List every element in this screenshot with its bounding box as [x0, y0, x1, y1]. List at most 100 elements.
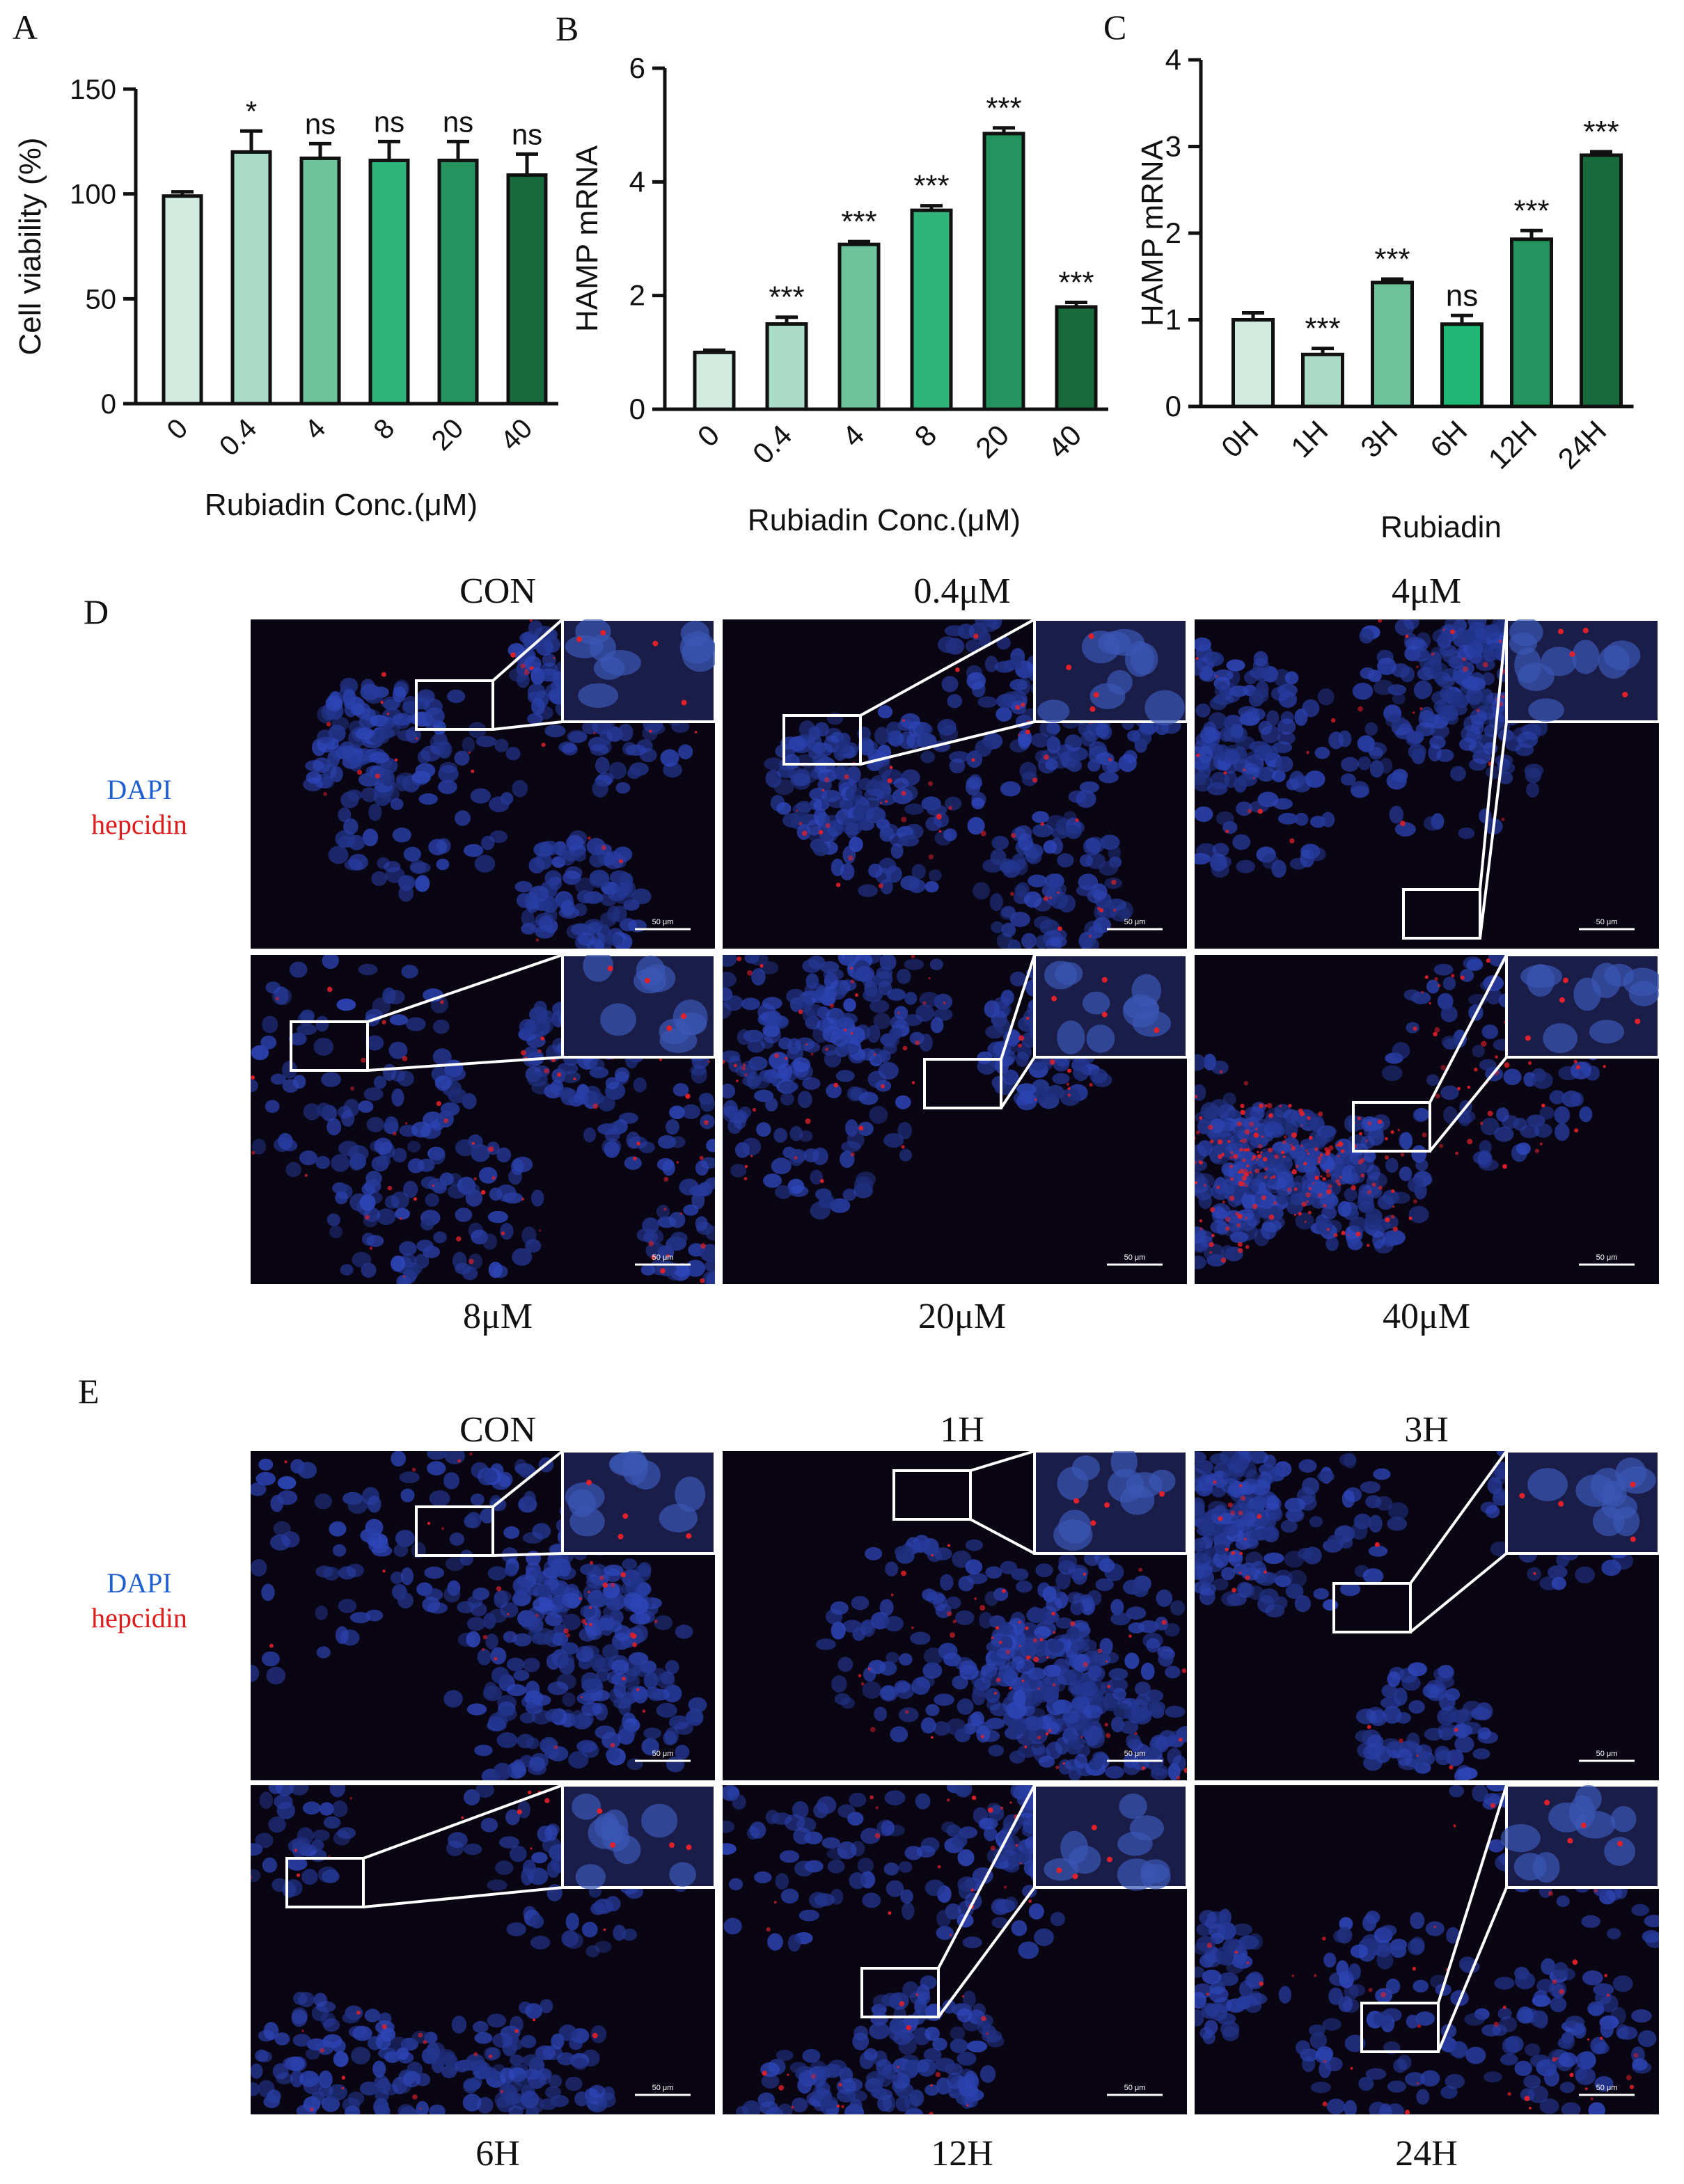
hepcidin-layer — [269, 1452, 658, 1750]
label-d-40um: 40μM — [1382, 1297, 1471, 1336]
scale-bar-label: 50 μm — [1596, 2084, 1618, 2092]
x-tick-label: 12H — [1482, 414, 1543, 475]
micrograph-panel: 50 μm — [1195, 619, 1659, 949]
legend-d: DAPI hepcidin — [56, 773, 223, 842]
bar-1H — [1301, 352, 1344, 409]
selection-box — [1352, 1101, 1431, 1153]
x-tick-label: 6H — [1424, 414, 1473, 464]
bar-0H — [1231, 318, 1275, 409]
zoom-connector — [492, 720, 563, 731]
scale-bar-label: 50 μm — [1596, 918, 1618, 926]
significance-label: ns — [1446, 278, 1478, 312]
x-tick-label: 0.4 — [746, 418, 798, 470]
x-tick-label: 24H — [1552, 414, 1613, 475]
micrograph-panel: 50 μm — [723, 955, 1187, 1284]
label-e-3h: 3H — [1404, 1410, 1449, 1450]
zoom-connector — [363, 1785, 563, 1860]
bar-8 — [368, 158, 410, 406]
micrograph-panel: 50 μm — [723, 619, 1187, 949]
selection-box — [923, 1058, 1002, 1109]
zoom-connector — [937, 1785, 1036, 1969]
bar-4 — [837, 242, 881, 411]
label-d-8um: 8μM — [462, 1297, 533, 1336]
zoom-connector — [1429, 955, 1508, 1103]
y-tick-label: 2 — [629, 279, 645, 312]
panel-letter-b: B — [556, 9, 579, 48]
scale-bar-label: 50 μm — [652, 2084, 674, 2092]
x-tick-label: 3H — [1354, 414, 1403, 464]
significance-label: *** — [769, 280, 804, 315]
hepcidin-layer — [858, 1544, 1187, 1780]
scale-bar-label: 50 μm — [1124, 1253, 1146, 1262]
significance-label: *** — [1305, 312, 1340, 346]
zoom-inset-content — [1044, 960, 1172, 1054]
zoom-inset-content — [583, 955, 708, 1053]
y-tick-label: 0 — [629, 393, 645, 425]
selection-box — [1360, 2002, 1440, 2053]
chart-a-cell-viability: 0 50 100 150 0 * 0.4 ns 4 ns 8 ns 20 ns 40 Cell viabili… — [13, 74, 558, 522]
micrograph-panel: 50 μm — [1195, 955, 1659, 1284]
legend-hepcidin-label: hepcidin — [91, 1602, 187, 1633]
panel-letter-e: E — [78, 1372, 100, 1411]
label-e-6h: 6H — [475, 2134, 520, 2174]
y-tick-label: 3 — [1165, 130, 1181, 163]
bar-0.4 — [230, 150, 272, 406]
x-tick-label: 8 — [368, 413, 401, 445]
zoom-connector — [860, 720, 1035, 766]
x-tick-label: 40 — [495, 413, 539, 457]
bar-0 — [162, 194, 203, 406]
bar-8 — [910, 208, 953, 411]
zoom-connector — [491, 1451, 564, 1508]
significance-label: *** — [841, 205, 876, 239]
micrograph-panel: 50 μm — [1195, 1451, 1659, 1780]
chart-c-hamp-mrna-time: 0 1 2 3 4 0H *** 1H *** 3H ns 6H *** 12H *** 24H HAMP mR… — [1135, 43, 1634, 544]
y-tick-label: 1 — [1165, 303, 1181, 336]
zoom-inset-content — [565, 1451, 706, 1540]
micrograph-panel: 50 μm — [251, 1451, 715, 1780]
zoom-connector — [970, 1518, 1035, 1555]
zoom-connector — [492, 1552, 563, 1557]
zoom-connector — [1409, 1552, 1508, 1633]
bar-40 — [1055, 305, 1098, 411]
zoom-inset-content — [572, 1793, 696, 1890]
hepcidin-layer — [1206, 1785, 1659, 2114]
nuclei-layer — [251, 1451, 707, 1780]
label-d-0-4um: 0.4μM — [913, 571, 1011, 611]
bar-24H — [1580, 153, 1623, 409]
significance-label: *** — [913, 169, 949, 203]
y-tick-label: 4 — [629, 165, 645, 198]
zoom-connector — [1000, 955, 1036, 1060]
micrograph-panel: 50 μm — [251, 619, 715, 949]
bar-40 — [506, 173, 548, 406]
panel-letter-c: C — [1103, 8, 1127, 47]
x-axis-title: Rubiadin — [1380, 510, 1502, 544]
zoom-connector — [970, 1451, 1035, 1472]
bar-3H — [1371, 280, 1414, 409]
scale-bar-label: 50 μm — [1596, 1253, 1618, 1262]
selection-box — [860, 1967, 940, 2018]
y-tick-label: 150 — [70, 74, 116, 105]
legend-e: DAPI hepcidin — [56, 1566, 223, 1636]
legend-dapi-label: DAPI — [107, 774, 172, 805]
label-e-con: CON — [459, 1410, 536, 1450]
x-tick-label: 0 — [162, 413, 194, 445]
significance-label: *** — [1513, 193, 1549, 228]
micrograph-panel: 50 μm — [1195, 1785, 1659, 2114]
zoom-connector — [860, 619, 1035, 717]
bar-4 — [299, 156, 341, 406]
nuclei-layer — [815, 1535, 1187, 1780]
scale-bar-label: 50 μm — [1124, 2084, 1146, 2092]
significance-label: *** — [1583, 115, 1619, 149]
bar-20 — [982, 132, 1025, 411]
significance-label: * — [246, 95, 257, 127]
x-tick-label: 20 — [969, 418, 1015, 464]
scale-bar-label: 50 μm — [652, 918, 674, 926]
zoom-inset-content — [1037, 628, 1185, 726]
x-tick-label: 8 — [908, 418, 943, 453]
micrograph-panel: 50 μm — [723, 1451, 1187, 1780]
panel-letter-d: D — [84, 592, 109, 631]
scale-bar-label: 50 μm — [1596, 1750, 1618, 1758]
x-tick-label: 1H — [1284, 414, 1334, 464]
y-tick-label: 50 — [86, 284, 117, 315]
y-tick-label: 100 — [70, 180, 116, 210]
